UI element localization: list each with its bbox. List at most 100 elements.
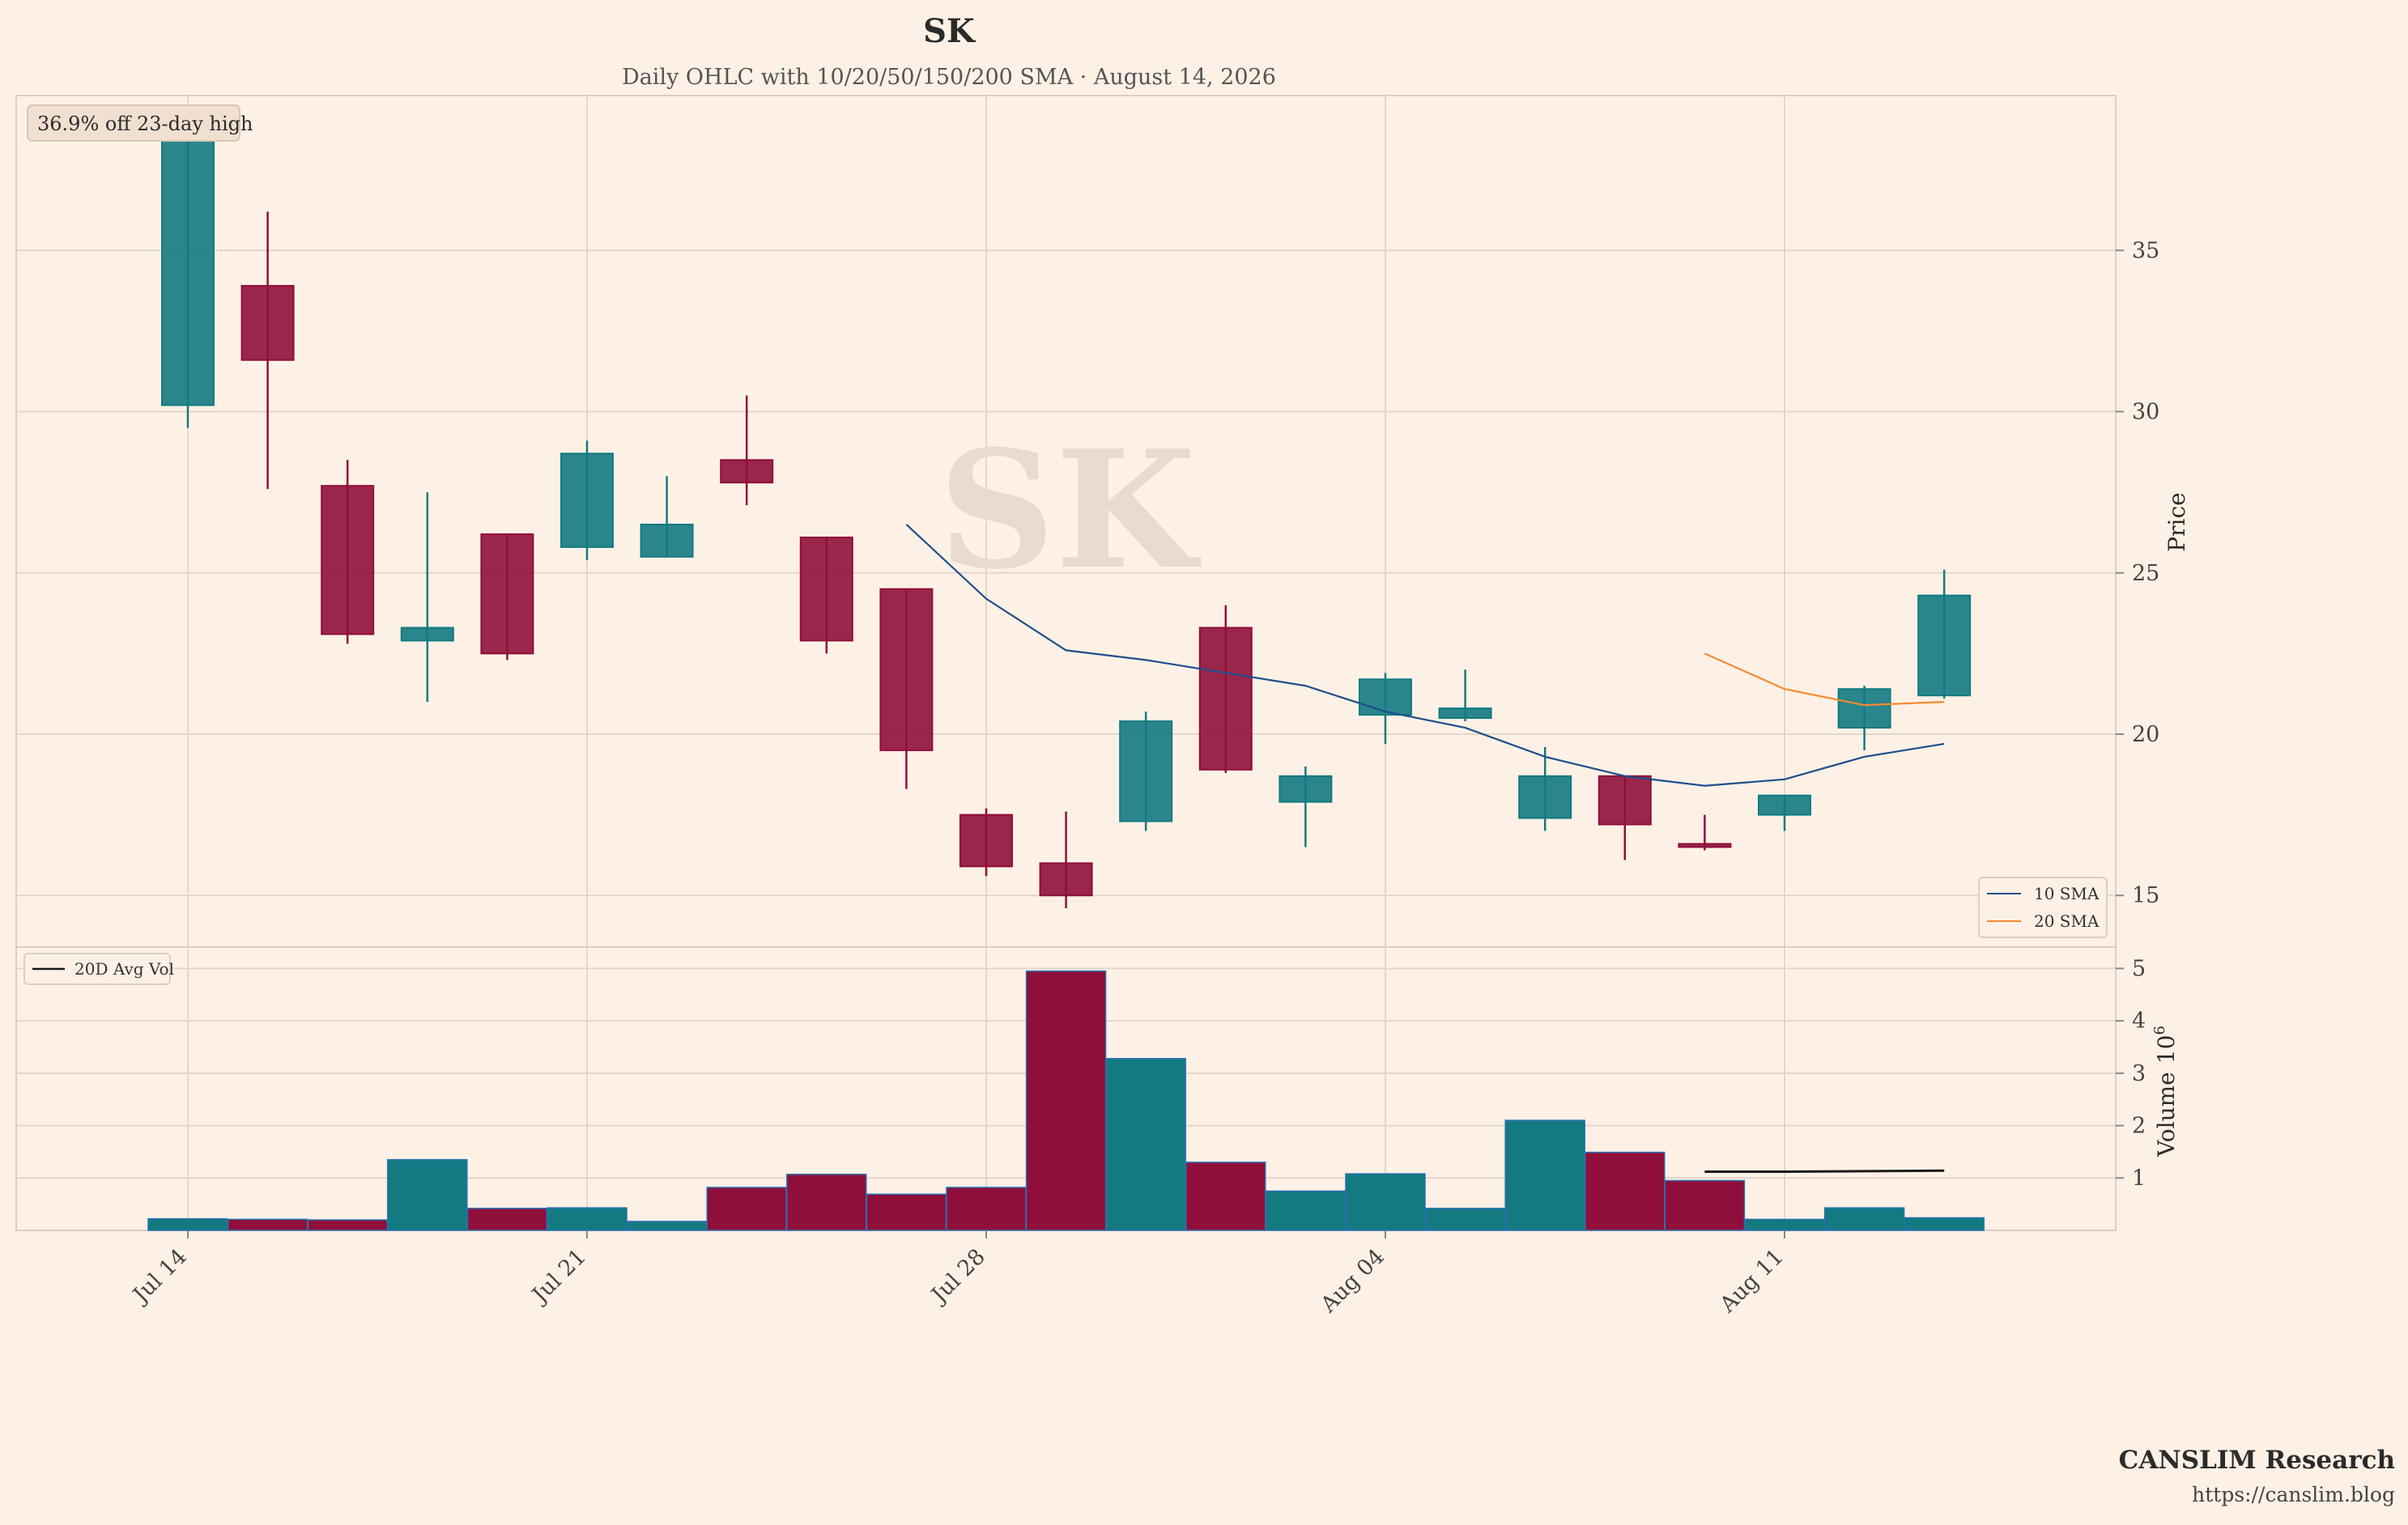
legend-avg-vol-label: 20D Avg Vol <box>74 959 174 979</box>
candle-body <box>1917 594 1972 697</box>
candle-body <box>879 588 934 751</box>
volume-tick-label: 2 <box>2132 1114 2146 1139</box>
candle <box>1119 712 1173 831</box>
volume-bar <box>1664 1179 1746 1231</box>
candle <box>1359 673 1412 744</box>
candle-body <box>640 523 694 558</box>
candle-body <box>1678 843 1732 848</box>
candle-body <box>1518 775 1572 819</box>
footer-url: https://canslim.blog <box>2192 1483 2395 1506</box>
candle <box>400 492 454 703</box>
x-axis-ticks: Jul 14 Jul 21 Jul 28 Aug 04 Aug 11 <box>126 1230 1789 1318</box>
candle-body <box>1119 720 1173 822</box>
price-candles <box>161 127 1972 909</box>
candle <box>1758 794 1811 831</box>
volume-axis-word: Volume <box>2153 1072 2180 1158</box>
candle-body <box>161 133 215 406</box>
volume-bar <box>387 1158 468 1231</box>
volume-axis-exponent: 6 <box>2151 1026 2168 1034</box>
candle-body <box>720 459 774 484</box>
price-tick-label: 25 <box>2132 561 2159 586</box>
sma-10-line <box>905 524 1945 787</box>
volume-axis-gap: 10 <box>2153 1035 2180 1064</box>
price-legend-box <box>1978 877 2108 938</box>
volume-bar <box>147 1218 228 1231</box>
watermark: SK <box>938 415 1201 605</box>
price-tick-label: 15 <box>2132 883 2159 908</box>
candle <box>1917 569 1972 699</box>
volume-tick-label: 1 <box>2132 1166 2146 1191</box>
x-tick-label: Jul 28 <box>925 1244 989 1309</box>
candle <box>1678 814 1732 851</box>
candle <box>560 440 614 560</box>
price-tick-label: 30 <box>2132 400 2159 425</box>
candle <box>640 476 694 558</box>
drawdown-annotation: 36.9% off 23-day high <box>27 104 253 142</box>
volume-average-line <box>1704 1169 1945 1174</box>
candle-body <box>240 285 295 361</box>
volume-bar <box>1744 1218 1825 1231</box>
price-tick-label: 35 <box>2132 238 2159 263</box>
volume-bar <box>466 1208 548 1231</box>
candle <box>1278 766 1333 847</box>
chart-subtitle: Daily OHLC with 10/20/50/150/200 SMA · A… <box>622 65 1276 90</box>
sma-20-line <box>1704 652 1945 707</box>
candle <box>799 536 853 654</box>
sma-lines <box>905 524 1945 787</box>
candle <box>879 588 934 789</box>
volume-bar <box>1904 1217 1985 1231</box>
volume-bar <box>706 1187 787 1231</box>
candle-body <box>1837 688 1891 729</box>
volume-tick-label: 4 <box>2132 1009 2146 1034</box>
volume-bar <box>946 1187 1027 1231</box>
price-y-ticks: 15 20 25 30 35 <box>2116 238 2159 908</box>
volume-bar <box>1265 1190 1347 1231</box>
candle <box>1598 775 1652 860</box>
x-tick-label: Aug 04 <box>1316 1244 1389 1318</box>
chart-title: SK <box>923 12 976 50</box>
annotation-text: 36.9% off 23-day high <box>37 113 253 135</box>
candle-body <box>1758 794 1811 816</box>
candle-body <box>480 533 534 655</box>
volume-bars <box>147 970 1985 1231</box>
candle <box>321 460 375 644</box>
candle <box>1039 811 1093 909</box>
price-tick-label: 20 <box>2132 722 2159 747</box>
candle <box>161 127 215 428</box>
volume-bar <box>1504 1119 1585 1231</box>
candle-body <box>1359 678 1412 716</box>
volume-bar <box>1105 1058 1186 1231</box>
volume-bar <box>307 1219 388 1231</box>
volume-bar <box>1585 1151 1666 1231</box>
price-legend: 10 SMA 20 SMA <box>1978 877 2108 938</box>
candle-body <box>1598 775 1652 826</box>
volume-bar <box>1025 970 1107 1231</box>
candle-body <box>1198 627 1253 771</box>
candle <box>480 533 534 661</box>
volume-tick-label: 5 <box>2132 956 2146 981</box>
x-tick-label: Jul 14 <box>126 1244 191 1309</box>
candle-body <box>799 536 853 642</box>
footer-brand: CANSLIM Research <box>2119 1446 2395 1475</box>
candle-body <box>1278 775 1333 803</box>
candle-body <box>1039 862 1093 897</box>
volume-y-ticks: 1 2 3 4 5 <box>2116 956 2146 1191</box>
candle-body <box>560 452 614 548</box>
candle <box>1198 605 1253 773</box>
candle <box>959 808 1013 877</box>
volume-tick-label: 3 <box>2132 1061 2146 1086</box>
volume-legend: 20D Avg Vol <box>23 953 174 985</box>
legend-20sma-label: 20 SMA <box>2034 911 2100 931</box>
volume-legend-box <box>23 953 171 985</box>
volume-bar <box>866 1193 947 1231</box>
volume-bar <box>786 1174 867 1231</box>
candle <box>1518 746 1572 831</box>
price-axis-label: Price <box>2163 492 2190 551</box>
candle <box>1438 669 1492 722</box>
candle-body <box>1438 707 1492 720</box>
avg-volume-line <box>1704 1169 1945 1174</box>
volume-bar <box>1424 1208 1506 1231</box>
volume-axis-label: Volume 106 <box>2151 1026 2180 1158</box>
